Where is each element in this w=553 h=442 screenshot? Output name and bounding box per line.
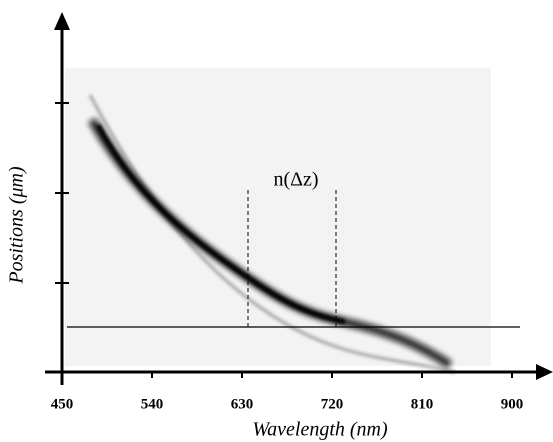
- annotation: n(Δz): [273, 169, 318, 191]
- x-tick-label: 450: [51, 396, 74, 412]
- image-background: [65, 68, 491, 366]
- x-tick-label: 900: [501, 396, 524, 412]
- x-tick-label: 810: [411, 396, 434, 412]
- x-axis-label: Wavelength (nm): [252, 419, 388, 441]
- x-tick-label: 720: [321, 396, 344, 412]
- x-tick-label: 630: [231, 396, 254, 412]
- x-axis-arrow: [536, 364, 553, 380]
- spectrum-image: [88, 94, 456, 374]
- y-axis-label: Positions (μm): [6, 166, 28, 285]
- x-tick-label: 540: [141, 396, 164, 412]
- y-axis-arrow: [54, 12, 70, 30]
